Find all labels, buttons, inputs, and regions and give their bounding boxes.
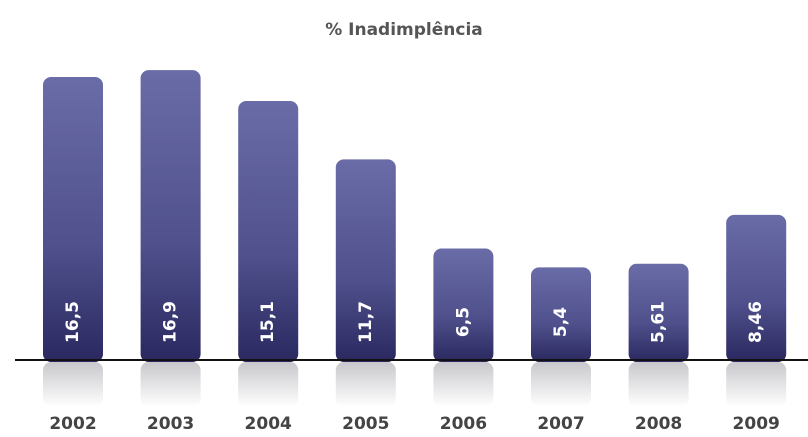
bar <box>335 159 396 362</box>
value-label: 8,46 <box>746 301 766 343</box>
x-tick-label: 2003 <box>147 414 194 434</box>
bar-reflection <box>140 362 201 407</box>
bar-reflection <box>238 362 299 407</box>
x-tick-label: 2002 <box>49 414 96 434</box>
x-tick-label: 2008 <box>635 414 682 434</box>
bar-reflection <box>726 362 787 407</box>
bar-reflection <box>43 362 103 407</box>
bar-reflection <box>628 362 689 407</box>
x-tick-label: 2007 <box>537 414 584 434</box>
bar <box>433 248 494 362</box>
value-label: 6,5 <box>453 307 473 337</box>
value-label: 5,4 <box>551 307 571 337</box>
value-label: 5,61 <box>649 301 669 343</box>
bar-reflection <box>531 362 591 407</box>
bar <box>726 214 787 362</box>
bar <box>140 70 201 362</box>
value-label: 16,9 <box>161 301 181 343</box>
bar <box>531 267 591 362</box>
x-tick-label: 2005 <box>342 414 389 434</box>
bar-reflection <box>433 362 494 407</box>
value-label: 11,7 <box>356 301 376 343</box>
value-label: 16,5 <box>63 301 83 343</box>
value-label: 15,1 <box>258 301 278 343</box>
bar <box>238 101 299 362</box>
x-tick-label: 2009 <box>733 414 780 434</box>
bar <box>628 263 689 362</box>
bar <box>43 77 103 363</box>
x-tick-label: 2006 <box>440 414 487 434</box>
x-tick-label: 2004 <box>245 414 292 434</box>
chart-title: % Inadimplência <box>325 20 483 40</box>
bar-reflection <box>335 362 396 407</box>
